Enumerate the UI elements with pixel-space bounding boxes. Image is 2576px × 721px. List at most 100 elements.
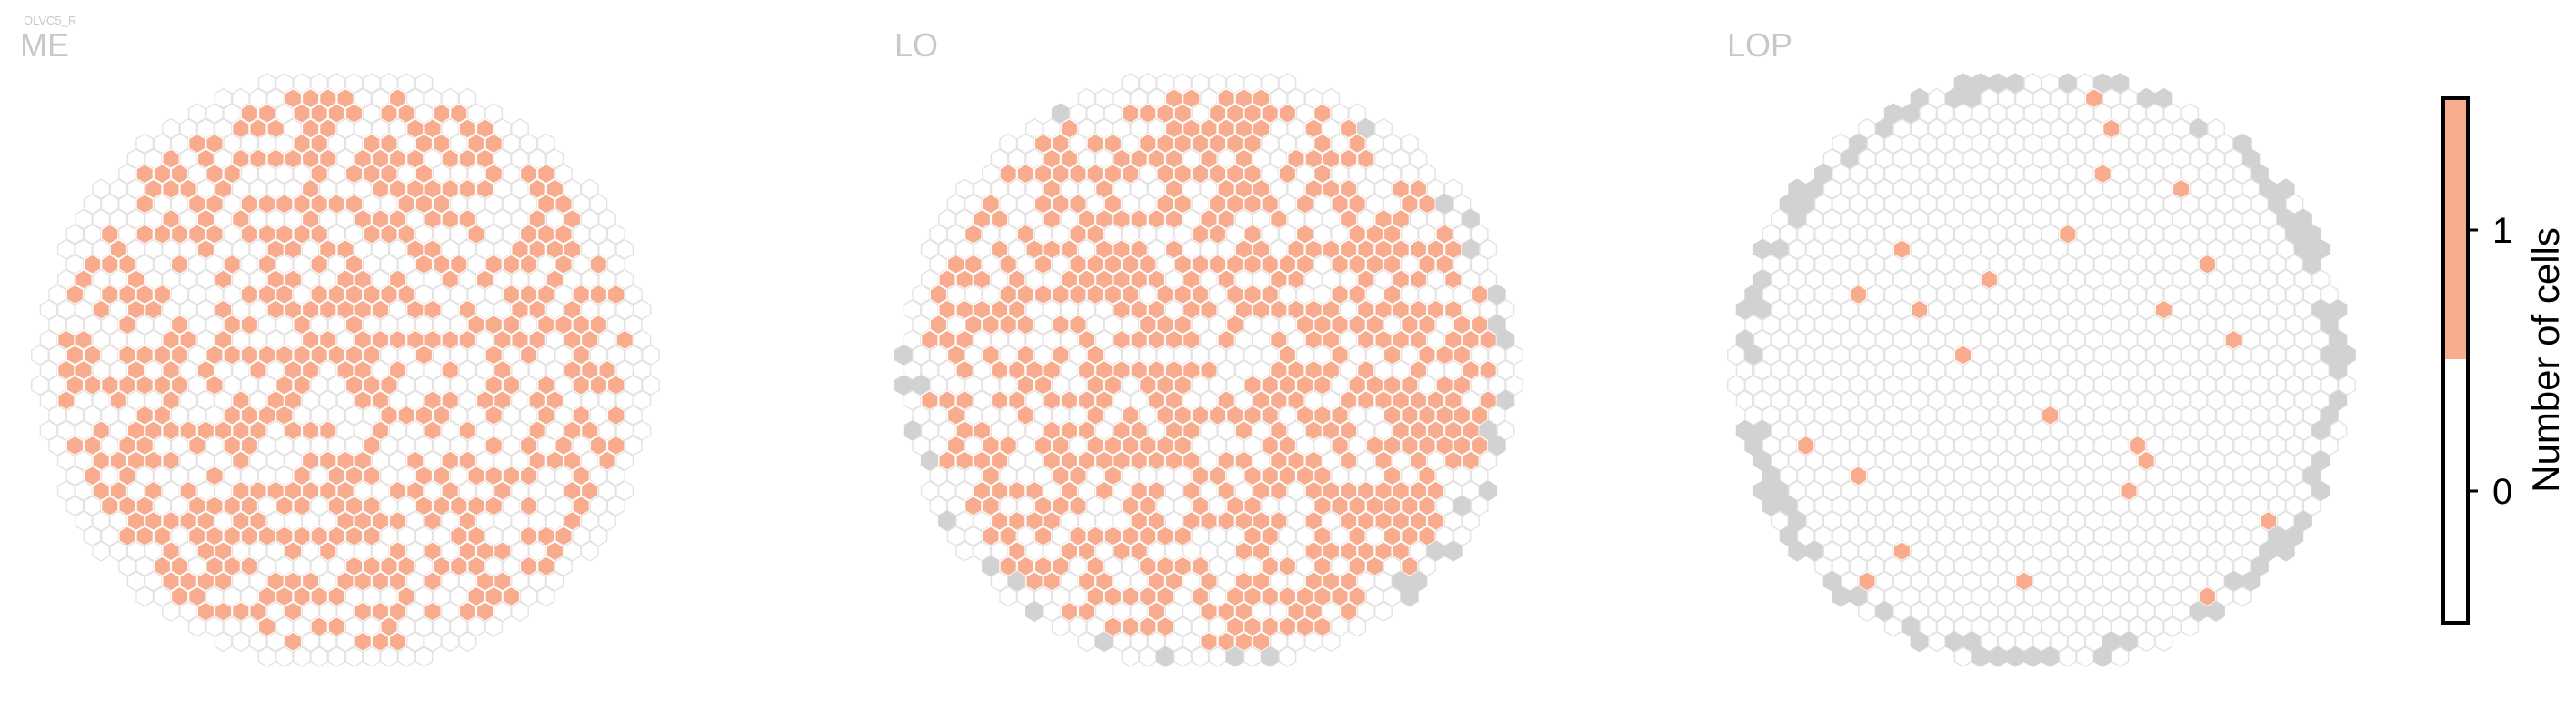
- hex-count-1: [301, 570, 320, 592]
- hex-empty: [388, 450, 407, 472]
- hex-empty: [1989, 193, 2007, 215]
- hex-count-1: [1409, 299, 1428, 321]
- hex-outside: [2294, 208, 2312, 230]
- hex-empty: [432, 586, 451, 607]
- hex-empty: [2067, 570, 2086, 592]
- hex-empty: [2128, 133, 2147, 155]
- hex-empty: [1927, 601, 1946, 623]
- hex-count-1: [1103, 193, 1123, 215]
- hex-empty: [1295, 344, 1314, 366]
- hex-empty: [2014, 148, 2033, 170]
- hex-empty: [1304, 87, 1323, 109]
- hex-empty: [2032, 148, 2051, 170]
- hex-count-1: [1374, 480, 1393, 502]
- hex-count-1: [354, 601, 373, 623]
- hex-empty: [598, 208, 616, 230]
- hex-empty: [118, 224, 136, 245]
- hex-count-1: [240, 224, 259, 245]
- hex-empty: [1849, 405, 1868, 426]
- hex-count-1: [982, 526, 1000, 547]
- hex-empty: [2251, 344, 2269, 366]
- hex-count-1: [266, 570, 285, 592]
- hex-empty: [467, 435, 485, 456]
- hex-empty: [2014, 601, 2033, 623]
- hex-empty: [955, 480, 974, 502]
- hex-empty: [2041, 435, 2060, 456]
- hex-empty: [1936, 435, 1955, 456]
- hex-count-1: [432, 103, 451, 125]
- hex-count-1: [310, 586, 329, 607]
- hex-empty: [2285, 375, 2304, 396]
- hex-count-1: [231, 148, 250, 170]
- hex-count-1: [354, 268, 373, 290]
- hex-empty: [1962, 329, 1982, 351]
- hex-empty: [1858, 510, 1876, 532]
- hex-outside: [1409, 570, 1428, 592]
- hex-empty: [144, 329, 163, 351]
- hex-count-1: [493, 329, 512, 351]
- hex-empty: [1849, 254, 1868, 275]
- hex-empty: [2163, 586, 2182, 607]
- hex-empty: [2181, 375, 2200, 396]
- hex-count-1: [1462, 359, 1480, 381]
- hex-empty: [1953, 284, 1972, 305]
- hex-count-1: [1348, 556, 1367, 577]
- hex-count-1: [1365, 314, 1384, 335]
- hex-empty: [2050, 570, 2069, 592]
- hex-empty: [973, 540, 992, 562]
- hex-count-1: [301, 480, 320, 502]
- hex-count-1: [1234, 419, 1253, 441]
- hex-outside: [2276, 208, 2295, 230]
- hex-count-1: [441, 208, 460, 230]
- hex-empty: [458, 87, 477, 109]
- hex-outside: [1788, 510, 1807, 532]
- hex-empty: [615, 299, 634, 321]
- hex-empty: [458, 359, 477, 381]
- hex-count-1: [1200, 510, 1218, 532]
- hex-empty: [109, 359, 128, 381]
- hex-empty: [205, 405, 224, 426]
- hex-empty: [946, 465, 965, 486]
- hex-empty: [1147, 238, 1166, 260]
- hex-empty: [502, 133, 521, 155]
- hex-empty: [109, 208, 128, 230]
- hex-empty: [1470, 344, 1489, 366]
- hex-count-1: [344, 163, 364, 185]
- hex-empty: [1814, 193, 1832, 215]
- hex-outside: [1989, 646, 2007, 667]
- hex-empty: [1470, 224, 1489, 245]
- hex-empty: [1051, 375, 1070, 396]
- hex-count-1: [1313, 375, 1332, 396]
- hex-count-1: [1409, 389, 1428, 411]
- hex-count-1: [973, 419, 992, 441]
- hex-empty: [441, 631, 460, 653]
- hex-count-1: [354, 299, 373, 321]
- hex-empty: [2232, 405, 2252, 426]
- hex-empty: [964, 344, 983, 366]
- hex-empty: [1462, 268, 1480, 290]
- hex-count-1: [938, 329, 956, 351]
- hex-empty: [1304, 389, 1323, 411]
- hex-empty: [2302, 314, 2321, 335]
- hex-empty: [1919, 224, 1938, 245]
- panel-title-lop: LOP: [1727, 26, 1792, 64]
- hex-empty: [1007, 419, 1026, 441]
- hex-empty: [1060, 329, 1079, 351]
- hex-outside: [2207, 601, 2225, 623]
- hex-count-1: [1796, 435, 1815, 456]
- hex-count-1: [310, 163, 329, 185]
- hex-empty: [441, 87, 460, 109]
- hex-count-1: [2093, 163, 2112, 185]
- hex-count-1: [973, 450, 992, 472]
- hex-empty: [223, 465, 242, 486]
- hex-empty: [2207, 238, 2225, 260]
- hex-count-1: [1130, 238, 1149, 260]
- hex-empty: [275, 465, 294, 486]
- hex-empty: [1462, 510, 1480, 532]
- hex-empty: [1269, 631, 1288, 653]
- hex-empty: [2120, 178, 2138, 200]
- hex-count-1: [1426, 238, 1445, 260]
- hex-empty: [293, 73, 311, 95]
- hex-empty: [344, 73, 364, 95]
- hex-empty: [2050, 480, 2069, 502]
